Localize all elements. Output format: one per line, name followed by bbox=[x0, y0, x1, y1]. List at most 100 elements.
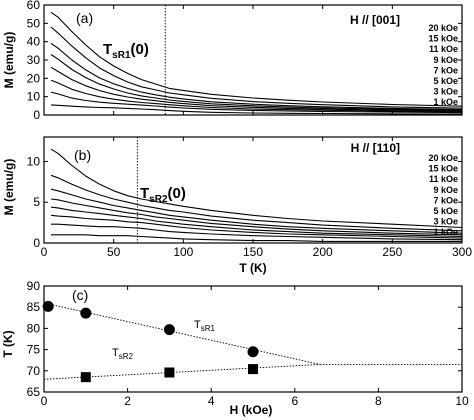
panel-b-annotation-main: T bbox=[140, 185, 149, 202]
panel-a-ticks: 0 10 20 30 40 50 60 bbox=[27, 0, 463, 122]
panel-b-annotation: TsR2(0) bbox=[140, 185, 186, 205]
panel-c-label-1: TsR1 bbox=[194, 319, 216, 333]
panel-a-ytick-label: 50 bbox=[27, 16, 41, 30]
panel-c-label-1-main: T bbox=[194, 319, 201, 331]
panel-b-annotation-sub: sR2 bbox=[149, 194, 168, 205]
panel-a-field-label: 20 kOe bbox=[428, 23, 458, 33]
panel-a-curve-3-kOe bbox=[50, 91, 463, 114]
panel-a-curve-15-kOe bbox=[50, 26, 463, 109]
panel-b-curve-9-kOe bbox=[50, 198, 463, 236]
panel-b-label: (b) bbox=[74, 147, 91, 163]
panel-b-xtick-label: 250 bbox=[382, 245, 402, 259]
panel-c-point-circle bbox=[80, 307, 92, 319]
panel-c-ylabel: T (K) bbox=[1, 330, 15, 357]
panel-b-xtick-label: 200 bbox=[313, 245, 333, 259]
panel-c-label-2: TsR2 bbox=[112, 347, 134, 361]
panel-b-xlabel: T (K) bbox=[239, 261, 266, 275]
panel-a-curve-9-kOe bbox=[50, 54, 463, 111]
panel-a-ytick-label: 20 bbox=[27, 71, 41, 85]
panel-a-field-label: 1 kOe bbox=[433, 97, 458, 107]
panel-c-label: (c) bbox=[72, 287, 88, 303]
panel-c-point-square bbox=[164, 367, 175, 378]
panel-b-xtick-label: 100 bbox=[173, 245, 193, 259]
panel-b-field-label: 15 kOe bbox=[428, 164, 458, 174]
panel-a-curve-7-kOe bbox=[50, 66, 463, 112]
panel-b-field-label: 7 kOe bbox=[433, 195, 458, 205]
panel-b-curve-15-kOe bbox=[50, 174, 463, 232]
panel-c-xtick-label: 0 bbox=[41, 394, 48, 408]
panel-c-xtick-label: 10 bbox=[455, 394, 469, 408]
panel-b-curve-5-kOe bbox=[50, 214, 463, 239]
panel-b-curve-1-kOe bbox=[51, 234, 462, 242]
panel-c-ytick-label: 85 bbox=[27, 300, 41, 314]
panel-a-curve-20-kOe bbox=[50, 11, 463, 107]
panel-a-curves bbox=[50, 11, 463, 115]
panel-c-ytick-label: 70 bbox=[27, 364, 41, 378]
panel-c-xtick-label: 8 bbox=[375, 394, 382, 408]
panel-c-ytick-label: 75 bbox=[27, 343, 41, 357]
panel-a-curve-1-kOe bbox=[50, 104, 463, 115]
panel-a-annotation-sub: sR1 bbox=[112, 50, 131, 61]
panel-b-xtick-label: 0 bbox=[41, 245, 48, 259]
panel-c-label-2-main: T bbox=[112, 347, 119, 359]
panel-a-field-direction: H // [001] bbox=[350, 13, 400, 27]
panel-b-ylabel: M (emu/g) bbox=[2, 159, 16, 216]
panel-a-ylabel: M (emu/g) bbox=[2, 32, 16, 89]
panel-b-field-label: 5 kOe bbox=[433, 206, 458, 216]
panel-b-xtick-label: 50 bbox=[107, 245, 121, 259]
panel-c-xtick-label: 4 bbox=[208, 394, 215, 408]
panel-c-point-square bbox=[248, 364, 258, 375]
panel-a-ytick-label: 60 bbox=[27, 0, 41, 12]
panel-c-label-1-sub: sR1 bbox=[201, 324, 216, 333]
panel-b-curve-11-kOe bbox=[50, 188, 463, 234]
panel-c-ytick-label: 80 bbox=[27, 321, 41, 335]
panel-c-point-square bbox=[80, 372, 91, 383]
panel-a-field-label: 7 kOe bbox=[433, 65, 458, 75]
panel-b-xtick-label: 150 bbox=[243, 245, 263, 259]
panel-b-field-label: 11 kOe bbox=[429, 174, 458, 184]
panel-b-ytick-label: 5 bbox=[33, 195, 40, 209]
panel-b-ytick-label: 0 bbox=[33, 236, 40, 250]
panel-a-field-label: 5 kOe bbox=[433, 76, 458, 86]
panel-a-ytick-label: 0 bbox=[33, 108, 40, 122]
panel-b-field-label: 9 kOe bbox=[433, 185, 458, 195]
panel-b-field-direction: H // [110] bbox=[351, 141, 400, 155]
panel-a-annotation-tail: (0) bbox=[131, 41, 149, 58]
panel-c: 65 70 75 80 85 90 0 2 4 6 8 10 (c) T (K) H (kOe) Ts… bbox=[1, 279, 469, 417]
panel-c-ytick-label: 90 bbox=[27, 279, 41, 293]
panel-a-ytick-label: 10 bbox=[27, 90, 41, 104]
panel-c-point-circle bbox=[247, 346, 259, 358]
panel-b-field-label: 1 kOe bbox=[433, 227, 458, 237]
panel-c-point-circle bbox=[163, 324, 175, 336]
panel-c-xtick-label: 2 bbox=[124, 394, 131, 408]
panel-c-points bbox=[42, 300, 259, 383]
panel-b-curves bbox=[50, 148, 463, 242]
panel-a-curve-5-kOe bbox=[50, 79, 463, 113]
panel-c-xtick-label: 6 bbox=[291, 394, 298, 408]
panel-b-xtick-label: 300 bbox=[452, 245, 472, 259]
panel-b-curve-3-kOe bbox=[51, 223, 463, 241]
panel-b-curve-7-kOe bbox=[50, 206, 463, 238]
panel-a-curve-11-kOe bbox=[50, 43, 463, 111]
panel-a-ytick-label: 30 bbox=[27, 53, 41, 67]
panel-a-annotation: TsR1(0) bbox=[103, 41, 149, 61]
panel-a: 0 10 20 30 40 50 60 (a) H // [001] M (emu/g) T… bbox=[2, 0, 463, 122]
panel-a-ytick-label: 40 bbox=[27, 35, 41, 49]
panel-b-field-label: 20 kOe bbox=[428, 153, 458, 163]
panel-a-field-label: 15 kOe bbox=[428, 34, 458, 44]
panel-b-annotation-tail: (0) bbox=[168, 185, 186, 202]
panel-c-ytick-label: 65 bbox=[27, 385, 41, 399]
panel-c-fit-line bbox=[43, 302, 320, 365]
panel-c-point-circle bbox=[42, 300, 54, 312]
panel-b-field-label: 3 kOe bbox=[433, 217, 458, 227]
panel-a-field-label: 9 kOe bbox=[433, 55, 458, 65]
panel-a-annotation-main: T bbox=[103, 41, 112, 58]
panel-a-label: (a) bbox=[76, 10, 93, 26]
panel-a-field-label: 11 kOe bbox=[429, 44, 458, 54]
panel-c-ticks: 65 70 75 80 85 90 0 2 4 6 8 10 bbox=[27, 279, 469, 408]
panel-c-label-2-sub: sR2 bbox=[119, 352, 134, 361]
